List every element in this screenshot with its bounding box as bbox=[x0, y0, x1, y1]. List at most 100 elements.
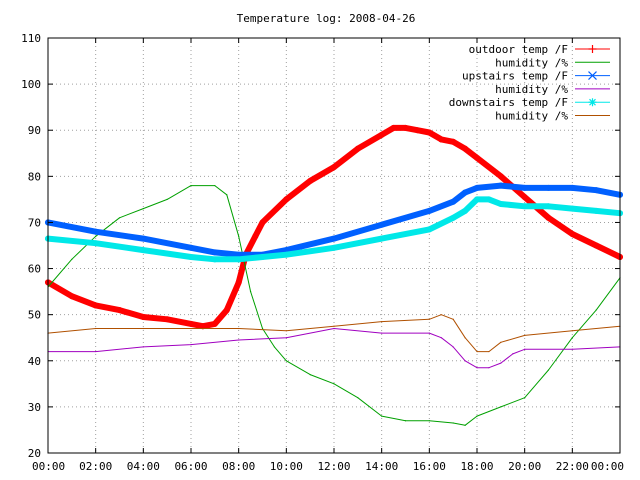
series-line-0-outdoor-temp-f bbox=[45, 124, 623, 330]
data-point bbox=[521, 194, 528, 201]
x-tick-label: 00:00 bbox=[591, 460, 624, 473]
data-point bbox=[476, 415, 478, 417]
legend-label: humidity /% bbox=[495, 56, 568, 69]
data-point bbox=[450, 198, 457, 205]
data-point bbox=[571, 337, 573, 339]
data-point bbox=[223, 307, 230, 314]
data-point bbox=[545, 214, 552, 221]
x-tick-label: 16:00 bbox=[413, 460, 446, 473]
data-point bbox=[462, 145, 469, 152]
data-point bbox=[333, 327, 335, 330]
data-point bbox=[428, 332, 430, 334]
y-tick-label: 30 bbox=[28, 401, 41, 414]
data-point bbox=[488, 350, 490, 353]
data-point bbox=[140, 247, 147, 254]
x-tick-label: 04:00 bbox=[127, 460, 160, 473]
data-point bbox=[593, 242, 600, 249]
data-point bbox=[521, 184, 528, 191]
data-point bbox=[261, 327, 264, 330]
data-point bbox=[378, 235, 385, 242]
data-point bbox=[190, 327, 192, 330]
data-point bbox=[497, 173, 504, 180]
data-point bbox=[381, 332, 383, 334]
data-point bbox=[238, 235, 240, 237]
data-point bbox=[238, 327, 240, 330]
series-line-5-humidity bbox=[47, 314, 621, 353]
data-point bbox=[450, 138, 457, 145]
y-tick-label: 20 bbox=[28, 447, 41, 460]
data-point bbox=[199, 323, 206, 330]
data-point bbox=[474, 196, 480, 203]
grid bbox=[48, 38, 620, 453]
data-point bbox=[226, 194, 228, 196]
x-tick-label: 20:00 bbox=[508, 460, 541, 473]
data-point bbox=[214, 184, 216, 187]
data-point bbox=[500, 406, 502, 408]
legend-label: upstairs temp /F bbox=[462, 70, 568, 83]
data-point bbox=[118, 217, 121, 219]
y-tick-label: 90 bbox=[28, 124, 41, 137]
y-tick-label: 70 bbox=[28, 216, 41, 229]
data-point bbox=[524, 348, 526, 350]
data-point bbox=[438, 136, 445, 143]
data-point bbox=[238, 339, 240, 341]
x-tick-label: 12:00 bbox=[317, 460, 350, 473]
data-point bbox=[252, 233, 259, 240]
data-point bbox=[474, 184, 480, 191]
data-point bbox=[259, 254, 266, 261]
legend-marker-star bbox=[588, 98, 597, 107]
data-point bbox=[249, 291, 252, 293]
data-point bbox=[164, 316, 171, 323]
data-point bbox=[331, 244, 337, 251]
data-point bbox=[142, 208, 144, 210]
x-tick-label: 18:00 bbox=[460, 460, 493, 473]
data-point bbox=[440, 314, 442, 316]
data-point bbox=[404, 420, 407, 422]
y-tick-label: 40 bbox=[28, 355, 41, 368]
series-line-2-upstairs-temp-f bbox=[45, 182, 623, 258]
data-point bbox=[452, 422, 454, 424]
data-point bbox=[307, 177, 314, 184]
data-point bbox=[95, 327, 97, 330]
data-point bbox=[521, 203, 528, 210]
data-point bbox=[569, 205, 576, 212]
x-tick-label: 02:00 bbox=[79, 460, 112, 473]
data-point bbox=[464, 424, 466, 426]
data-point bbox=[593, 187, 600, 194]
data-point bbox=[140, 235, 147, 242]
data-point bbox=[92, 302, 99, 309]
data-point bbox=[497, 201, 504, 207]
data-point bbox=[500, 341, 502, 343]
x-tick-label: 14:00 bbox=[365, 460, 398, 473]
data-point bbox=[462, 189, 469, 196]
data-point bbox=[68, 293, 75, 300]
data-point bbox=[545, 203, 552, 210]
x-tick-label: 00:00 bbox=[32, 460, 65, 473]
y-axis: 20 30 40 50 60 70 80 90 100 110 bbox=[21, 32, 620, 460]
data-point bbox=[331, 235, 337, 242]
data-point bbox=[283, 251, 290, 258]
data-point bbox=[211, 256, 218, 263]
data-point bbox=[426, 207, 433, 214]
data-point bbox=[440, 337, 442, 339]
data-point bbox=[283, 196, 290, 203]
data-point bbox=[259, 219, 266, 226]
data-point bbox=[595, 309, 597, 311]
legend-label: humidity /% bbox=[495, 110, 568, 123]
data-point bbox=[95, 235, 97, 237]
data-point bbox=[92, 240, 99, 247]
data-point bbox=[547, 369, 550, 371]
x-axis: 00:00 02:00 04:00 06:00 08:00 10:00 12:00 14:00… bbox=[32, 38, 624, 473]
legend-label: humidity /% bbox=[495, 83, 568, 96]
y-tick-label: 50 bbox=[28, 309, 41, 322]
data-point bbox=[390, 124, 397, 131]
x-tick-label: 22:00 bbox=[556, 460, 589, 473]
data-point bbox=[485, 196, 492, 203]
data-point bbox=[571, 330, 573, 332]
data-point bbox=[190, 344, 192, 346]
data-point bbox=[95, 350, 97, 353]
data-point bbox=[142, 346, 144, 348]
data-point bbox=[273, 346, 276, 348]
